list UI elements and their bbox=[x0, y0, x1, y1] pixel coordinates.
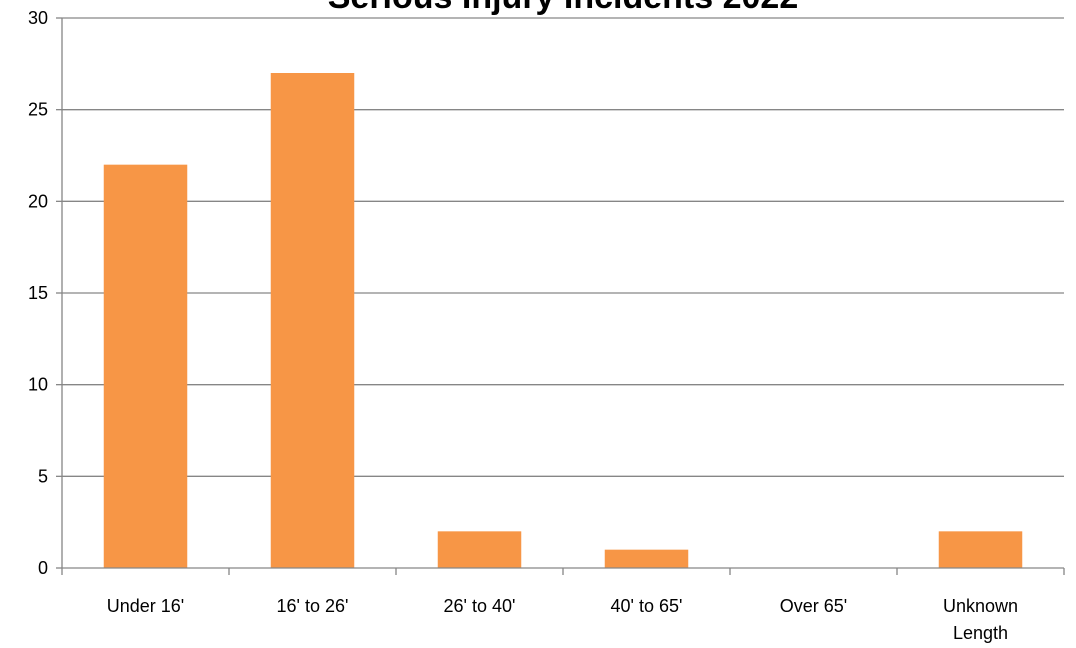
x-tick-label: Unknown bbox=[943, 596, 1018, 616]
bar bbox=[270, 73, 355, 568]
y-tick-label: 5 bbox=[38, 466, 48, 486]
gridlines bbox=[62, 17, 1064, 477]
bar bbox=[437, 531, 522, 568]
x-tick-label: Under 16' bbox=[107, 596, 184, 616]
x-tick-label: Over 65' bbox=[780, 596, 847, 616]
y-tick-labels: 0 5 10 15 20 25 30 bbox=[28, 8, 48, 578]
y-tick-label: 0 bbox=[38, 558, 48, 578]
axes bbox=[56, 17, 1065, 575]
x-tick-label: 16' to 26' bbox=[277, 596, 349, 616]
y-tick-label: 20 bbox=[28, 191, 48, 211]
x-tick-labels: Under 16' 16' to 26' 26' to 40' 40' to 65' O… bbox=[107, 596, 1018, 643]
bar bbox=[604, 549, 689, 568]
y-tick-label: 10 bbox=[28, 375, 48, 395]
bar bbox=[103, 164, 188, 568]
chart-title: Serious Injury Incidents 2022 bbox=[328, 0, 799, 16]
x-tick-label: Length bbox=[953, 623, 1008, 643]
bars bbox=[103, 73, 1023, 568]
y-tick-label: 25 bbox=[28, 100, 48, 120]
bar bbox=[938, 531, 1023, 568]
y-tick-label: 30 bbox=[28, 8, 48, 28]
y-tick-label: 15 bbox=[28, 283, 48, 303]
x-tick-label: 26' to 40' bbox=[444, 596, 516, 616]
x-tick-label: 40' to 65' bbox=[611, 596, 683, 616]
